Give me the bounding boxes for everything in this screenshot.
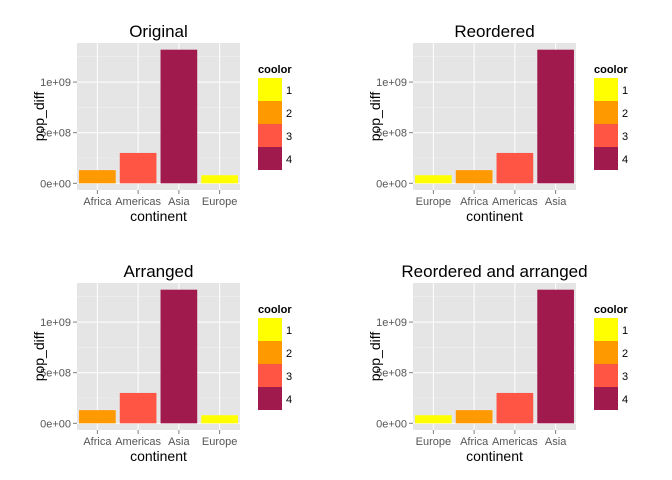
legend-title: coolor xyxy=(594,304,628,316)
bar xyxy=(201,415,238,424)
legend-key xyxy=(258,147,282,170)
legend-key xyxy=(594,341,618,364)
legend-label: 2 xyxy=(286,108,292,120)
x-tick-label: Asia xyxy=(168,196,190,208)
y-tick-label: 5e+08 xyxy=(376,368,407,380)
x-tick-label: Africa xyxy=(83,196,112,208)
y-tick-label: 5e+08 xyxy=(40,128,71,140)
legend-key xyxy=(594,147,618,170)
x-tick-label: Asia xyxy=(168,436,190,448)
x-tick-label: Europe xyxy=(416,196,451,208)
bar xyxy=(415,415,452,424)
y-tick-label: 1e+09 xyxy=(376,77,407,89)
legend-key xyxy=(258,364,282,387)
legend-label: 1 xyxy=(622,85,628,97)
legend-label: 3 xyxy=(622,371,628,383)
x-tick-label: Europe xyxy=(416,436,451,448)
chart-title: Arranged xyxy=(124,262,194,281)
legend-label: 4 xyxy=(286,394,292,406)
bar xyxy=(79,410,116,424)
chart-panel: Original 0e+00 5e+08 1e+09 Africa Americas Asi… xyxy=(31,22,292,224)
legend-label: 2 xyxy=(622,108,628,120)
y-tick-label: 1e+09 xyxy=(376,317,407,329)
legend-label: 2 xyxy=(622,348,628,360)
x-tick-label: Africa xyxy=(460,436,489,448)
bar xyxy=(160,289,198,424)
legend-label: 1 xyxy=(286,325,292,337)
y-axis-title: pop_diff xyxy=(367,92,383,142)
legend-key xyxy=(258,387,282,410)
x-tick-label: Americas xyxy=(492,436,538,448)
legend-key xyxy=(594,387,618,410)
bar xyxy=(119,392,157,424)
bar xyxy=(79,170,116,184)
x-tick-label: Asia xyxy=(545,436,567,448)
x-tick-label: Americas xyxy=(492,196,538,208)
legend-label: 3 xyxy=(622,131,628,143)
legend-title: coolor xyxy=(594,64,628,76)
x-axis-title: continent xyxy=(130,448,187,464)
legend-title: coolor xyxy=(258,304,292,316)
legend-key xyxy=(594,101,618,124)
chart-title: Original xyxy=(129,22,188,41)
legend-key xyxy=(594,124,618,147)
x-axis-title: continent xyxy=(466,448,523,464)
chart-panel: Reordered 0e+00 5e+08 1e+09 Europe Africa Amer… xyxy=(367,22,628,224)
bar xyxy=(455,410,493,424)
legend-label: 1 xyxy=(622,325,628,337)
legend-key xyxy=(258,101,282,124)
bar xyxy=(415,175,452,184)
plot-background xyxy=(77,43,240,190)
y-tick-label: 1e+09 xyxy=(40,77,71,89)
y-tick-label: 0e+00 xyxy=(40,178,71,190)
x-tick-label: Africa xyxy=(460,196,489,208)
legend-label: 3 xyxy=(286,131,292,143)
bar xyxy=(455,170,493,184)
legend-label: 2 xyxy=(286,348,292,360)
x-tick-label: Americas xyxy=(115,196,161,208)
chart-title: Reordered and arranged xyxy=(401,262,587,281)
legend-key xyxy=(258,341,282,364)
legend-key xyxy=(594,318,618,341)
y-axis-title: pop_diff xyxy=(367,332,383,382)
plot-background xyxy=(77,283,240,430)
y-axis-title: pop_diff xyxy=(31,92,47,142)
legend-key xyxy=(258,78,282,101)
y-tick-label: 0e+00 xyxy=(376,178,407,190)
chart-panel: Arranged 0e+00 5e+08 1e+09 Africa Americas Asi… xyxy=(31,262,292,464)
x-tick-label: Europe xyxy=(202,436,237,448)
y-axis-title: pop_diff xyxy=(31,332,47,382)
bar xyxy=(119,152,157,184)
chart-panel: Reordered and arranged 0e+00 5e+08 1e+09 Eur… xyxy=(367,262,628,464)
legend-label: 4 xyxy=(622,394,628,406)
y-tick-label: 0e+00 xyxy=(376,418,407,430)
legend-label: 3 xyxy=(286,371,292,383)
legend-key xyxy=(258,318,282,341)
bar xyxy=(537,49,574,184)
x-tick-label: Americas xyxy=(115,436,161,448)
bar xyxy=(496,152,534,184)
y-tick-label: 5e+08 xyxy=(376,128,407,140)
bar xyxy=(201,175,238,184)
legend-key xyxy=(594,78,618,101)
chart-title: Reordered xyxy=(454,22,534,41)
x-axis-title: continent xyxy=(466,208,523,224)
legend-title: coolor xyxy=(258,64,292,76)
x-axis-title: continent xyxy=(130,208,187,224)
legend-label: 4 xyxy=(622,154,628,166)
legend-key xyxy=(258,124,282,147)
bar xyxy=(496,392,534,424)
legend-label: 1 xyxy=(286,85,292,97)
x-tick-label: Europe xyxy=(202,196,237,208)
legend-key xyxy=(594,364,618,387)
y-tick-label: 0e+00 xyxy=(40,418,71,430)
x-tick-label: Asia xyxy=(545,196,567,208)
bar xyxy=(160,49,198,184)
legend-label: 4 xyxy=(286,154,292,166)
x-tick-label: Africa xyxy=(83,436,112,448)
y-tick-label: 1e+09 xyxy=(40,317,71,329)
bar xyxy=(537,289,574,424)
y-tick-label: 5e+08 xyxy=(40,368,71,380)
